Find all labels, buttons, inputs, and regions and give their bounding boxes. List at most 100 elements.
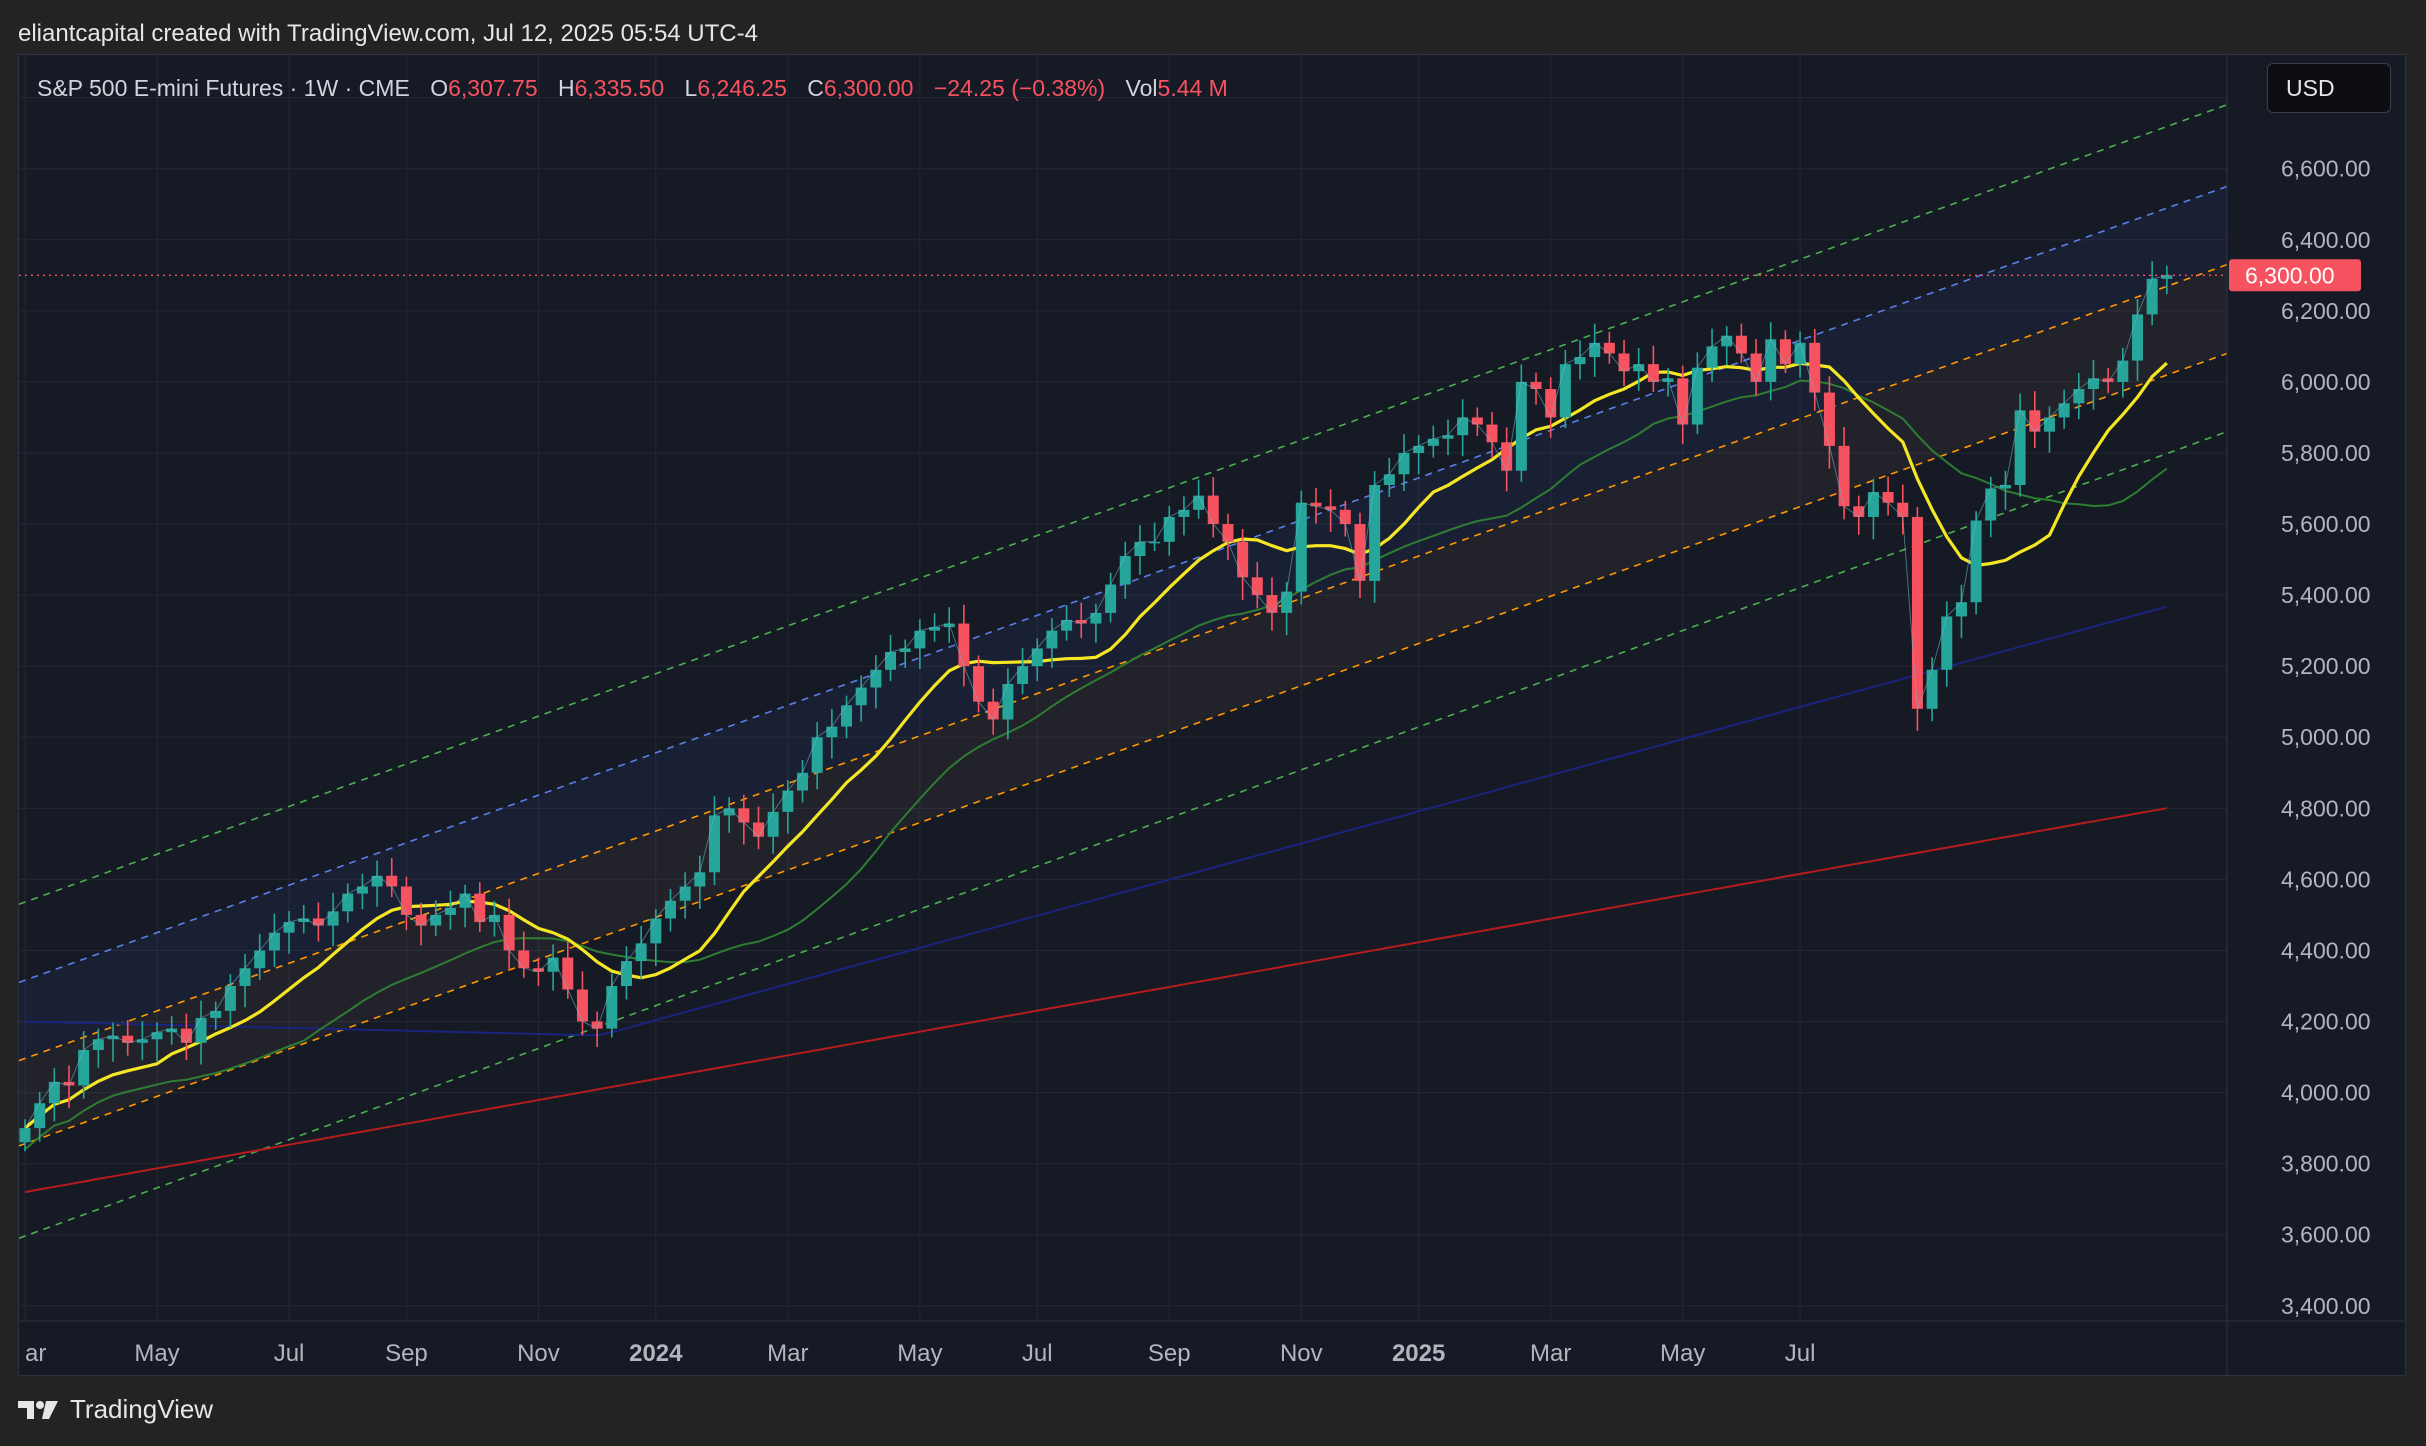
candle-body: [518, 950, 530, 969]
time-tick-label: Sep: [1148, 1340, 1191, 1367]
candle-body: [1955, 602, 1967, 617]
candle-body: [1911, 516, 1923, 709]
candle-body: [122, 1035, 134, 1043]
candle-body: [1105, 584, 1117, 613]
candle-body: [1163, 516, 1175, 542]
ma-slow-line: [24, 605, 2168, 1037]
candle-body: [1002, 683, 1014, 720]
candle-body: [2131, 314, 2143, 361]
close-label: C: [807, 75, 824, 101]
candle-body: [342, 893, 354, 912]
candle-body: [811, 737, 823, 773]
price-tick-label: 6,400.00: [2281, 227, 2371, 253]
candle-body: [1207, 495, 1219, 525]
volume-value: 5.44 M: [1157, 75, 1228, 101]
candle-body: [1926, 669, 1938, 709]
candle-body: [2146, 278, 2158, 315]
candle-body: [1251, 577, 1263, 596]
candle-body: [2102, 378, 2114, 382]
time-tick-label: Sep: [385, 1340, 428, 1367]
candle-body: [1970, 520, 1982, 603]
time-tick-label: Jul: [1785, 1340, 1816, 1367]
candle-body: [899, 648, 911, 652]
candle-body: [576, 989, 588, 1022]
candle-body: [2073, 389, 2085, 404]
candle-body: [973, 666, 985, 702]
candle-body: [826, 726, 838, 738]
candle-body: [679, 886, 691, 901]
candlestick-series: [19, 261, 2173, 1152]
candle-body: [1706, 346, 1718, 368]
candle-body: [1046, 630, 1058, 649]
price-tick-label: 5,000.00: [2281, 724, 2371, 750]
candle-body: [1779, 339, 1791, 365]
brand-name: TradingView: [70, 1394, 214, 1424]
candle-body: [1574, 357, 1586, 365]
candle-body: [283, 922, 295, 933]
time-tick-label: 2025: [1392, 1340, 1445, 1367]
time-tick-label: May: [1660, 1340, 1705, 1367]
candle-body: [1559, 364, 1571, 418]
candle-body: [943, 623, 955, 628]
candle-body: [1295, 502, 1307, 592]
candle-body: [1061, 619, 1073, 631]
ma-long-line: [24, 807, 2167, 1194]
time-tick-label: Nov: [517, 1340, 560, 1367]
close-line: [24, 274, 2167, 1129]
candle-body: [885, 651, 897, 670]
candle-body: [1750, 353, 1762, 382]
candle-body: [1647, 364, 1659, 382]
candle-body: [591, 1021, 603, 1029]
time-axis: ar May Jul Sep Nov 2024 Mar May Jul Sep Nov 2025 Mar…: [19, 1320, 2405, 1367]
price-tick-label: 3,800.00: [2281, 1151, 2371, 1177]
candle-body: [34, 1103, 46, 1129]
last-price-tag: [2229, 259, 2361, 292]
price-tick-label: 5,600.00: [2281, 511, 2371, 537]
candle-body: [430, 914, 442, 926]
high-label: H: [558, 75, 575, 101]
candle-body: [2161, 275, 2173, 279]
candle-body: [2087, 378, 2099, 390]
candle-body: [841, 705, 853, 727]
price-tick-label: 5,800.00: [2281, 440, 2371, 466]
tradingview-logo-icon: [18, 1400, 58, 1419]
candle-body: [708, 815, 720, 873]
candle-body: [415, 914, 427, 926]
currency-button[interactable]: USD: [2267, 63, 2391, 113]
price-tick-label: 4,400.00: [2281, 937, 2371, 963]
candle-body: [1603, 342, 1615, 354]
candle-body: [1721, 335, 1733, 347]
candle-body: [1119, 556, 1131, 585]
ohlc-legend: S&P 500 E-mini Futures · 1W · CME O6,307…: [37, 75, 1228, 102]
candle-body: [1735, 335, 1747, 354]
chart-panel[interactable]: 3,400.00 3,600.00 3,800.00 4,000.00 4,200.00…: [18, 54, 2406, 1376]
candle-body: [136, 1039, 148, 1043]
candle-body: [1985, 488, 1997, 521]
candle-body: [1222, 524, 1234, 542]
candle-body: [1823, 392, 1835, 446]
candle-body: [1545, 389, 1557, 418]
candle-body: [474, 893, 486, 923]
candle-body: [1471, 417, 1483, 425]
candle-body: [151, 1032, 163, 1040]
candle-body: [1457, 417, 1469, 436]
candle-body: [1589, 342, 1601, 358]
candle-body: [371, 875, 383, 887]
chart-grid: [19, 55, 2227, 1320]
candle-body: [929, 627, 941, 631]
tradingview-brand[interactable]: TradingView: [18, 1394, 213, 1425]
candle-body: [547, 957, 559, 972]
low-label: L: [684, 75, 698, 101]
time-tick-label: Mar: [767, 1340, 808, 1367]
candle-body: [1838, 445, 1850, 507]
symbol-label[interactable]: S&P 500 E-mini Futures · 1W · CME: [37, 75, 410, 101]
candle-body: [1383, 474, 1395, 485]
candle-body: [503, 914, 515, 951]
candle-body: [870, 669, 882, 688]
price-chart[interactable]: 3,400.00 3,600.00 3,800.00 4,000.00 4,200.00…: [19, 55, 2406, 1376]
candle-body: [723, 808, 735, 816]
low-value: 6,246.25: [697, 75, 787, 101]
time-tick-label: May: [897, 1340, 942, 1367]
candle-body: [855, 687, 867, 706]
candle-body: [2014, 410, 2026, 485]
